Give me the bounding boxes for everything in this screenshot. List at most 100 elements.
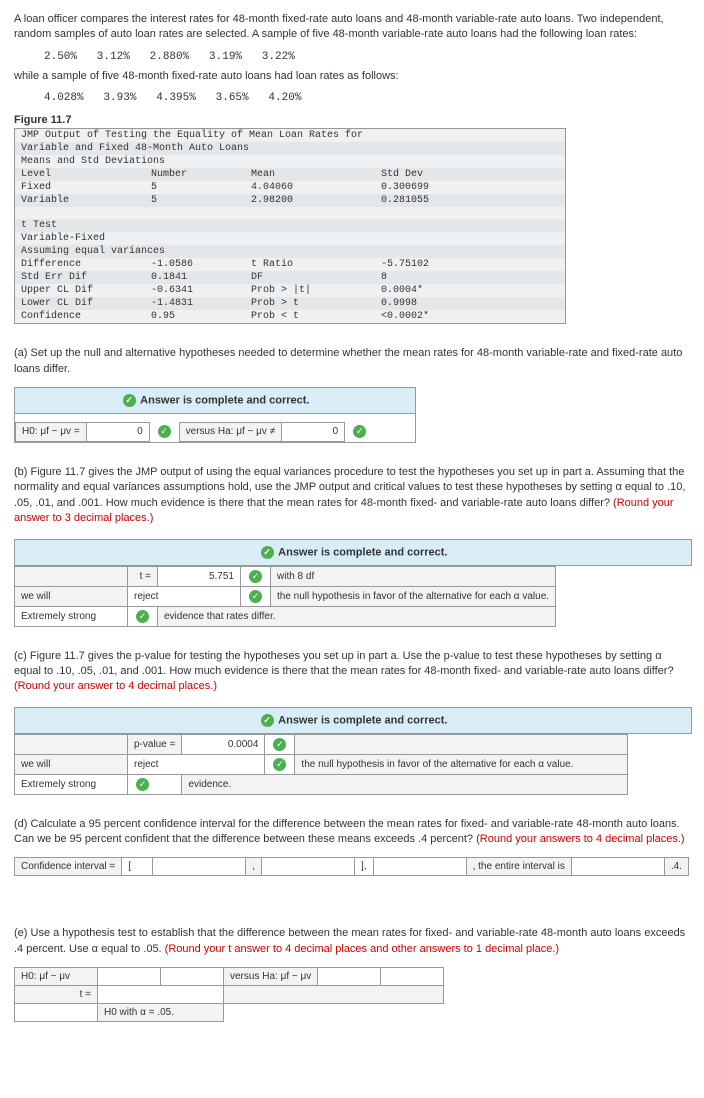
jmp-cell: DF <box>251 272 381 283</box>
mid-text: while a sample of five 48-month fixed-ra… <box>14 69 690 84</box>
h0-label: H0: μf − μv = <box>16 422 87 441</box>
ci-high[interactable] <box>262 858 355 876</box>
ci-text: , the entire interval is <box>466 858 571 876</box>
banner-b: Answer is complete and correct. <box>278 546 447 558</box>
check-icon: ✓ <box>123 394 136 407</box>
jmp-cell: -1.4831 <box>151 298 251 309</box>
jmp-cell: 0.281055 <box>381 195 491 206</box>
t-value[interactable]: 5.751 <box>158 566 241 586</box>
jmp-cell: 4.04060 <box>251 182 381 193</box>
jmp-cell: <0.0002* <box>381 311 491 322</box>
check-icon: ✓ <box>136 778 149 791</box>
part-c-round: (Round your answer to 4 decimal places.) <box>14 680 217 692</box>
jmp-cell: Fixed <box>21 182 151 193</box>
part-c-question: (c) Figure 11.7 gives the p-value for te… <box>14 649 690 695</box>
ci-label: Confidence interval = <box>15 858 122 876</box>
jmp-cell: Prob > |t| <box>251 285 381 296</box>
e-in2[interactable] <box>161 968 224 986</box>
c-r3a[interactable]: Extremely strong <box>15 774 128 794</box>
b-r2c: the null hypothesis in favor of the alte… <box>271 586 556 606</box>
jmp-hdr: Number <box>151 169 251 180</box>
jmp-cell: Difference <box>21 259 151 270</box>
jmp-cell: 0.300699 <box>381 182 491 193</box>
jmp-h1: JMP Output of Testing the Equality of Me… <box>21 130 363 141</box>
ci-comma: , <box>246 858 262 876</box>
part-d-round: (Round your answers to 4 decimal places.… <box>476 833 684 845</box>
b-r2a: we will <box>15 586 128 606</box>
jmp-sec2b: Variable-Fixed <box>21 233 105 244</box>
jmp-cell: 0.95 <box>151 311 251 322</box>
ha-value[interactable]: 0 <box>282 422 345 441</box>
e-t-label: t = <box>15 986 98 1004</box>
e-ha: versus Ha: μf − μv <box>224 968 318 986</box>
h0-value[interactable]: 0 <box>86 422 149 441</box>
jmp-cell: 8 <box>381 272 491 283</box>
b-r2b[interactable]: reject <box>128 586 241 606</box>
jmp-cell: Confidence <box>21 311 151 322</box>
jmp-output: JMP Output of Testing the Equality of Me… <box>14 128 566 324</box>
jmp-cell: -5.75102 <box>381 259 491 270</box>
jmp-hdr: Level <box>21 169 151 180</box>
check-icon: ✓ <box>249 570 262 583</box>
b-r3b: evidence that rates differ. <box>158 606 556 626</box>
e-in4[interactable] <box>381 968 444 986</box>
jmp-hdr: Mean <box>251 169 381 180</box>
c-r2a: we will <box>15 754 128 774</box>
jmp-cell: -1.0586 <box>151 259 251 270</box>
ci-blank[interactable] <box>373 858 466 876</box>
e-t-value[interactable] <box>98 986 224 1004</box>
jmp-cell: -0.6341 <box>151 285 251 296</box>
jmp-cell: Std Err Dif <box>21 272 151 283</box>
part-a-question: (a) Set up the null and alternative hypo… <box>14 346 690 377</box>
jmp-cell: 0.0004* <box>381 285 491 296</box>
jmp-cell: Prob > t <box>251 298 381 309</box>
ci-blank2[interactable] <box>571 858 664 876</box>
part-c-text: (c) Figure 11.7 gives the p-value for te… <box>14 650 674 677</box>
jmp-cell: Prob < t <box>251 311 381 322</box>
t-df: with 8 df <box>271 566 556 586</box>
jmp-cell: Lower CL Dif <box>21 298 151 309</box>
c-r2b[interactable]: reject <box>128 754 265 774</box>
jmp-cell: 5 <box>151 195 251 206</box>
fixed-rates: 4.028% 3.93% 4.395% 3.65% 4.20% <box>44 92 690 104</box>
jmp-h2: Variable and Fixed 48-Month Auto Loans <box>21 143 249 154</box>
figure-label: Figure 11.7 <box>14 114 690 126</box>
part-b-text: (b) Figure 11.7 gives the JMP output of … <box>14 466 685 509</box>
intro-text: A loan officer compares the interest rat… <box>14 12 690 43</box>
check-icon: ✓ <box>249 590 262 603</box>
jmp-sec2: t Test <box>21 220 57 231</box>
ci-low[interactable] <box>153 858 246 876</box>
part-b-question: (b) Figure 11.7 gives the JMP output of … <box>14 465 690 527</box>
check-icon: ✓ <box>136 610 149 623</box>
e-bottom: H0 with α = .05. <box>98 1004 224 1022</box>
part-e-round: (Round your t answer to 4 decimal places… <box>165 943 559 955</box>
p-value[interactable]: 0.0004 <box>182 734 265 754</box>
p-label: p-value = <box>128 734 182 754</box>
e-in1[interactable] <box>98 968 161 986</box>
banner-c: Answer is complete and correct. <box>278 714 447 726</box>
jmp-hdr: Std Dev <box>381 169 491 180</box>
c-r2c: the null hypothesis in favor of the alte… <box>295 754 628 774</box>
check-icon: ✓ <box>273 738 286 751</box>
e-in3[interactable] <box>318 968 381 986</box>
jmp-sec2c: Assuming equal variances <box>21 246 165 257</box>
jmp-cell: 5 <box>151 182 251 193</box>
banner-a: Answer is complete and correct. <box>140 394 309 406</box>
check-icon: ✓ <box>158 425 171 438</box>
jmp-cell: Variable <box>21 195 151 206</box>
jmp-cell: 0.1841 <box>151 272 251 283</box>
e-in5[interactable] <box>15 1004 98 1022</box>
part-e-question: (e) Use a hypothesis test to establish t… <box>14 926 690 957</box>
check-icon: ✓ <box>273 758 286 771</box>
check-icon: ✓ <box>261 714 274 727</box>
jmp-cell: Upper CL Dif <box>21 285 151 296</box>
check-icon: ✓ <box>353 425 366 438</box>
jmp-cell: t Ratio <box>251 259 381 270</box>
b-r3a[interactable]: Extremely strong <box>15 606 128 626</box>
check-icon: ✓ <box>261 546 274 559</box>
jmp-sec1: Means and Std Deviations <box>21 156 165 167</box>
ci-end: .4. <box>664 858 688 876</box>
c-r3b: evidence. <box>182 774 628 794</box>
ci-rbracket: ], <box>355 858 374 876</box>
e-h0: H0: μf − μv <box>15 968 98 986</box>
